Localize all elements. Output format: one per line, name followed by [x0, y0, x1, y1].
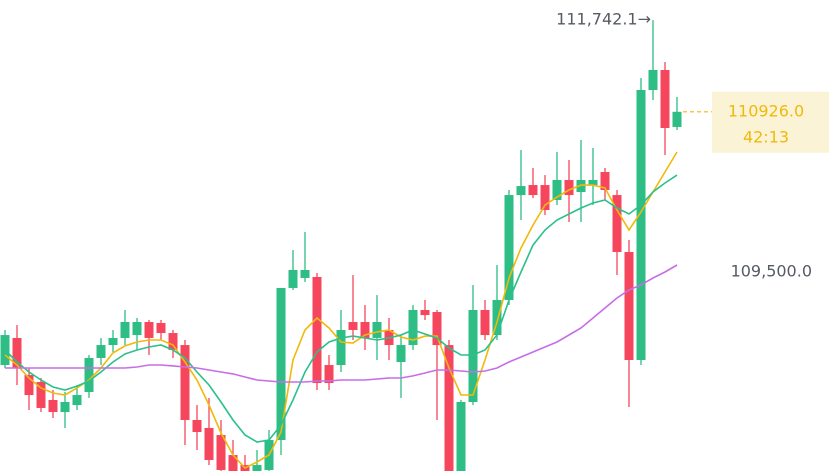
candle-body: [432, 312, 442, 346]
candle-body: [60, 402, 70, 413]
countdown: 42:13: [743, 127, 789, 146]
candle-body: [408, 309, 418, 346]
candle-body: [516, 186, 526, 196]
candle-body: [228, 455, 238, 471]
candle-body: [660, 69, 670, 128]
candle-body: [624, 252, 634, 360]
candle-body: [540, 185, 550, 210]
candle-body: [36, 382, 46, 408]
moving-average: [5, 264, 678, 383]
candle-body: [552, 179, 562, 200]
candle-body: [444, 345, 454, 471]
candle-body: [192, 419, 202, 433]
candle-body: [456, 402, 466, 471]
candle-body: [108, 337, 118, 346]
candle-body: [396, 345, 406, 363]
candle-body: [672, 111, 682, 127]
candle-body: [324, 365, 334, 384]
moving-average: [4, 151, 678, 469]
candle-body: [504, 195, 514, 300]
y-tick-label: 109,500.0: [731, 262, 812, 281]
candle-body: [336, 329, 346, 366]
price-box: [712, 91, 829, 153]
candle-body: [648, 69, 658, 90]
candle-body: [312, 276, 322, 384]
candle-body: [252, 465, 262, 471]
candle-body: [492, 299, 502, 336]
high-marker: 111,742.1→: [556, 10, 651, 29]
candle-body: [168, 333, 178, 350]
candle-body: [480, 309, 490, 336]
candle-body: [276, 287, 286, 440]
candle-body: [468, 309, 478, 403]
candle-body: [12, 337, 22, 368]
candle-body: [144, 322, 154, 338]
candle-body: [216, 435, 226, 470]
candle-body: [564, 179, 574, 196]
candle-body: [300, 269, 310, 278]
candle-body: [576, 179, 586, 193]
candle-body: [636, 89, 646, 360]
candle-body: [120, 322, 130, 338]
candle-body: [612, 195, 622, 253]
candle-body: [600, 172, 610, 190]
candle-body: [180, 345, 190, 420]
candle-body: [348, 322, 358, 330]
candle-body: [156, 323, 166, 334]
last-price-label: 110926.0: [728, 101, 804, 120]
candle-body: [132, 322, 142, 336]
candle-body: [96, 345, 106, 358]
candle-body: [360, 322, 370, 338]
candle-body: [204, 427, 214, 460]
candle-body: [48, 399, 58, 413]
candle-body: [420, 309, 430, 316]
candle-body: [288, 269, 298, 288]
candle-body: [84, 357, 94, 393]
candle-body: [372, 322, 382, 338]
candle-body: [24, 375, 34, 396]
candle-body: [528, 185, 538, 196]
candle-body: [72, 395, 82, 406]
candle-body: [588, 179, 598, 186]
moving-average: [4, 174, 678, 443]
